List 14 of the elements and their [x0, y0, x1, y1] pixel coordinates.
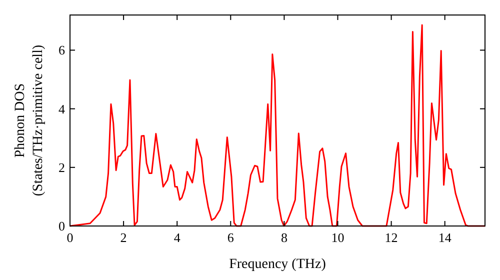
y-tick-label: 0 — [58, 218, 65, 234]
x-tick-label: 14 — [438, 230, 452, 245]
y-tick-label: 6 — [58, 42, 66, 58]
x-tick-label: 8 — [280, 230, 288, 245]
y-tick-label: 4 — [58, 101, 66, 116]
y-tick-label: 2 — [58, 160, 65, 175]
x-tick-label: 2 — [120, 230, 127, 245]
x-tick-label: 10 — [331, 230, 344, 245]
y-axis-title: Phonon DOS (States/THz·primitive cell) — [13, 44, 46, 196]
x-tick-label: 4 — [174, 230, 181, 245]
line-series — [69, 24, 486, 227]
x-tick-label: 6 — [227, 230, 234, 245]
x-axis-title: Frequency (THz) — [229, 257, 326, 272]
x-tick-label: 12 — [384, 230, 398, 245]
